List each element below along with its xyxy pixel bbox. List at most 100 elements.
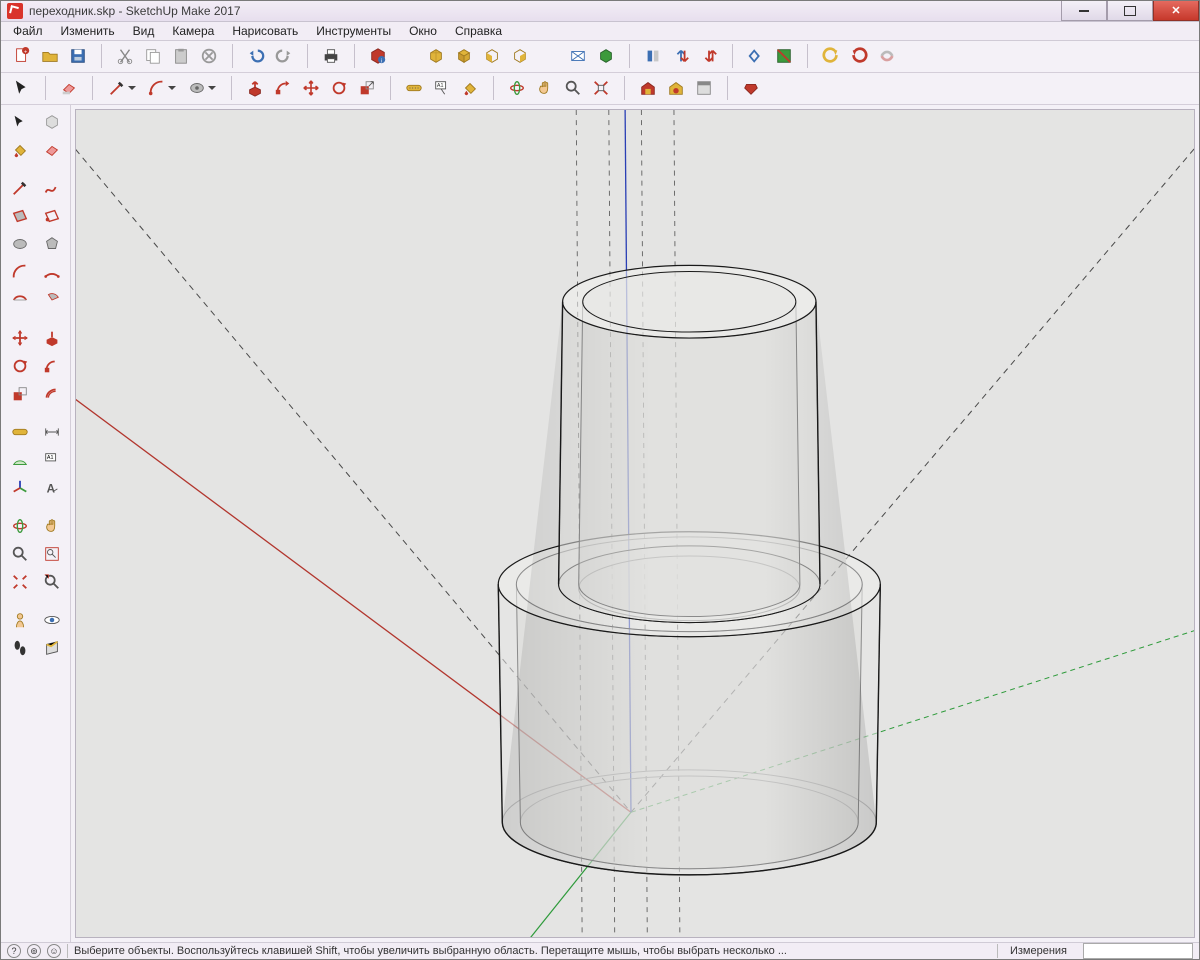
close-button[interactable] [1153,1,1199,21]
cut-button[interactable] [112,43,138,69]
side-scale-button[interactable] [6,381,34,407]
side-rectangle-button[interactable] [6,203,34,229]
model-info-button[interactable]: i [365,43,391,69]
paint-tool-button[interactable] [457,75,483,101]
help-icon[interactable]: ? [7,944,21,958]
shaded-button[interactable] [696,43,722,69]
undo-button[interactable] [243,43,269,69]
side-circle-button[interactable] [6,231,34,257]
side-section-button[interactable] [38,635,66,661]
side-freehand-button[interactable] [38,175,66,201]
side-2pt-arc-button[interactable] [38,259,66,285]
zoom-extents-button[interactable] [588,75,614,101]
side-line-button[interactable] [6,175,34,201]
viewport[interactable] [75,109,1195,938]
print-button[interactable] [318,43,344,69]
side-arc-button[interactable] [6,259,34,285]
monochrome-button[interactable] [771,43,797,69]
menu-draw[interactable]: Нарисовать [224,22,306,40]
layout-button[interactable] [691,75,717,101]
side-offset-button[interactable] [38,381,66,407]
wireframe-button[interactable] [640,43,666,69]
side-component-button[interactable] [38,109,66,135]
user-icon[interactable]: ☺ [47,944,61,958]
side-rotate-button[interactable] [6,353,34,379]
side-3dtext-button[interactable]: A [38,475,66,501]
side-followme-button[interactable] [38,353,66,379]
scale-tool-button[interactable] [354,75,380,101]
side-protractor-button[interactable] [6,447,34,473]
top-view-button[interactable] [451,43,477,69]
menu-help[interactable]: Справка [447,22,510,40]
tape-tool-button[interactable] [401,75,427,101]
delete-button[interactable] [196,43,222,69]
move-tool-button[interactable] [298,75,324,101]
minimize-button[interactable] [1061,1,1107,21]
measure-input[interactable] [1083,943,1193,959]
hidden-line-button[interactable] [668,43,694,69]
open-file-button[interactable] [37,43,63,69]
svg-text:i: i [381,58,382,64]
shapes-tool-button[interactable] [183,75,221,101]
select-tool-button[interactable] [9,75,35,101]
side-zoom-extents-button[interactable] [6,569,34,595]
new-file-button[interactable]: + [9,43,35,69]
side-look-around-button[interactable] [38,607,66,633]
scene-button[interactable] [874,43,900,69]
warehouse-button[interactable] [635,75,661,101]
copy-button[interactable] [140,43,166,69]
front-view-button[interactable] [479,43,505,69]
side-pie-button[interactable] [38,287,66,313]
side-pushpull-button[interactable] [38,325,66,351]
eraser-tool-button[interactable] [56,75,82,101]
side-previous-button[interactable] [38,569,66,595]
side-select-button[interactable] [6,109,34,135]
extension-warehouse-button[interactable] [663,75,689,101]
side-dimension-button[interactable] [38,419,66,445]
menu-view[interactable]: Вид [125,22,163,40]
side-polygon-button[interactable] [38,231,66,257]
followme-tool-button[interactable] [270,75,296,101]
side-pan-button[interactable] [38,513,66,539]
side-position-camera-button[interactable] [6,607,34,633]
side-zoom-button[interactable] [6,541,34,567]
side-move-button[interactable] [6,325,34,351]
pan-tool-button[interactable] [532,75,558,101]
paste-button[interactable] [168,43,194,69]
menu-tools[interactable]: Инструменты [308,22,399,40]
arc-tool-button[interactable] [143,75,181,101]
rotate-tool-button[interactable] [326,75,352,101]
side-axes-button[interactable] [6,475,34,501]
pushpull-tool-button[interactable] [242,75,268,101]
side-zoom-window-button[interactable] [38,541,66,567]
side-rotated-rect-button[interactable] [38,203,66,229]
menu-edit[interactable]: Изменить [53,22,123,40]
geo-icon[interactable]: ⊚ [27,944,41,958]
side-walk-button[interactable] [6,635,34,661]
maximize-button[interactable] [1107,1,1153,21]
orbit-tool-button[interactable] [504,75,530,101]
xray-button[interactable] [565,43,591,69]
ruby-button[interactable] [738,75,764,101]
right-view-button[interactable] [507,43,533,69]
side-orbit-button[interactable] [6,513,34,539]
text-tool-button[interactable]: A1 [429,75,455,101]
side-3pt-arc-button[interactable] [6,287,34,313]
back-edges-button[interactable] [593,43,619,69]
menu-window[interactable]: Окно [401,22,445,40]
next-scene-button[interactable] [846,43,872,69]
menu-file[interactable]: Файл [5,22,51,40]
redo-button[interactable] [271,43,297,69]
side-text-button[interactable]: A1 [38,447,66,473]
menu-camera[interactable]: Камера [164,22,222,40]
line-tool-button[interactable] [103,75,141,101]
shaded-textures-button[interactable] [743,43,769,69]
measure-label: Измерения [1004,945,1073,957]
side-paint-button[interactable] [6,137,34,163]
side-eraser-button[interactable] [38,137,66,163]
zoom-tool-button[interactable] [560,75,586,101]
prev-scene-button[interactable] [818,43,844,69]
side-tape-button[interactable] [6,419,34,445]
save-file-button[interactable] [65,43,91,69]
iso-view-button[interactable] [423,43,449,69]
